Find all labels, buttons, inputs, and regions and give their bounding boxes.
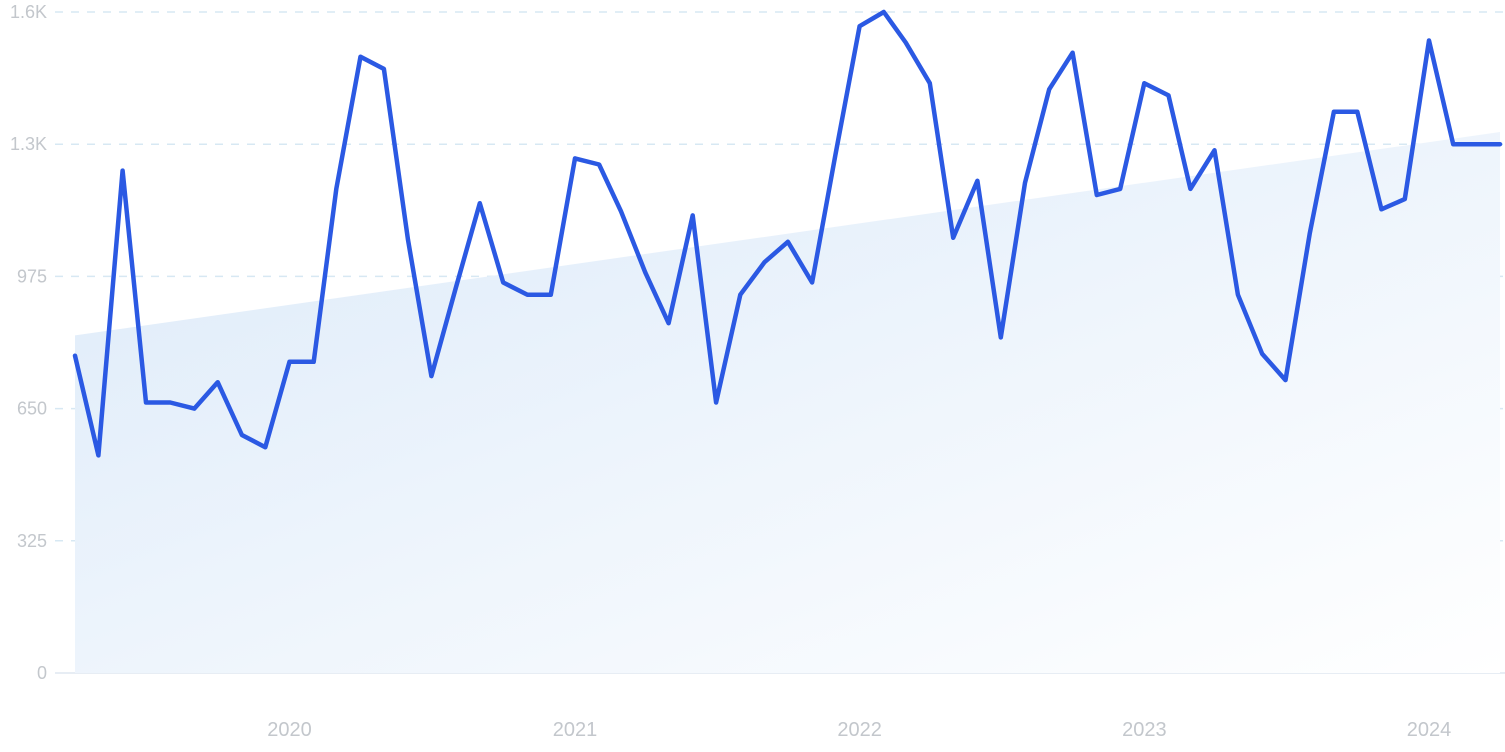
data-point[interactable] (1450, 141, 1456, 147)
data-point[interactable] (1473, 141, 1479, 147)
x-tick-label: 2024 (1407, 719, 1452, 741)
data-point[interactable] (1212, 147, 1218, 153)
data-point[interactable] (1497, 141, 1503, 147)
data-point[interactable] (1307, 231, 1313, 237)
y-tick-label: 1.3K (10, 134, 47, 154)
data-point[interactable] (1378, 206, 1384, 212)
data-point[interactable] (405, 237, 411, 243)
data-point[interactable] (215, 379, 221, 385)
data-point[interactable] (1094, 192, 1100, 198)
data-point[interactable] (500, 280, 506, 286)
data-point[interactable] (903, 40, 909, 46)
data-point[interactable] (666, 320, 672, 326)
data-point[interactable] (1402, 196, 1408, 202)
data-point[interactable] (857, 23, 863, 29)
data-point[interactable] (974, 178, 980, 184)
data-point[interactable] (950, 235, 956, 241)
data-point[interactable] (1166, 92, 1172, 98)
data-point[interactable] (927, 80, 933, 86)
series-line (72, 9, 1503, 458)
data-point[interactable] (809, 280, 815, 286)
data-point[interactable] (524, 292, 530, 298)
y-tick-label: 650 (17, 399, 47, 419)
data-point[interactable] (618, 208, 624, 214)
y-tick-label: 1.6K (10, 2, 47, 22)
data-point[interactable] (1426, 37, 1432, 43)
data-point[interactable] (1187, 186, 1193, 192)
data-point[interactable] (832, 151, 838, 157)
data-point[interactable] (477, 200, 483, 206)
data-point[interactable] (548, 292, 554, 298)
data-point[interactable] (690, 212, 696, 218)
x-tick-label: 2022 (837, 719, 882, 741)
data-point[interactable] (239, 432, 245, 438)
data-point[interactable] (881, 9, 887, 15)
x-tick-label: 2023 (1122, 719, 1167, 741)
data-point[interactable] (1235, 292, 1241, 298)
data-point[interactable] (72, 353, 78, 359)
trend-area-fill (75, 131, 1500, 673)
data-point[interactable] (596, 162, 602, 168)
data-point[interactable] (572, 155, 578, 161)
data-point[interactable] (191, 406, 197, 412)
x-tick-label: 2020 (267, 719, 312, 741)
data-point[interactable] (143, 399, 149, 405)
data-point[interactable] (357, 54, 363, 60)
data-point[interactable] (713, 399, 719, 405)
y-tick-label: 975 (17, 266, 47, 286)
x-axis-ticks: 2020 2021 2022 2023 2024 (267, 719, 1451, 741)
data-point[interactable] (120, 168, 126, 174)
trend-area (75, 131, 1500, 673)
data-point[interactable] (167, 399, 173, 405)
data-point[interactable] (1354, 109, 1360, 115)
data-point[interactable] (286, 359, 292, 365)
data-point[interactable] (761, 259, 767, 265)
data-point[interactable] (311, 359, 317, 365)
data-point[interactable] (1070, 50, 1076, 56)
data-point[interactable] (998, 334, 1004, 340)
data-point[interactable] (1259, 351, 1265, 357)
data-point[interactable] (737, 292, 743, 298)
y-tick-label: 325 (17, 531, 47, 551)
data-point[interactable] (642, 269, 648, 275)
x-tick-label: 2021 (553, 719, 598, 741)
data-point[interactable] (262, 444, 268, 450)
data-point[interactable] (453, 286, 459, 292)
data-point[interactable] (1331, 109, 1337, 115)
data-point[interactable] (1046, 86, 1052, 92)
data-point[interactable] (1117, 186, 1123, 192)
y-axis-ticks: 0 325 650 975 1.3K 1.6K (10, 2, 47, 683)
data-point[interactable] (1283, 377, 1289, 383)
data-point[interactable] (381, 66, 387, 72)
data-point[interactable] (333, 186, 339, 192)
data-point[interactable] (1022, 180, 1028, 186)
data-point[interactable] (1141, 80, 1147, 86)
series-lines (72, 9, 1503, 458)
data-point[interactable] (785, 239, 791, 245)
y-tick-label: 0 (37, 663, 47, 683)
data-point[interactable] (95, 452, 101, 458)
data-point[interactable] (428, 373, 434, 379)
